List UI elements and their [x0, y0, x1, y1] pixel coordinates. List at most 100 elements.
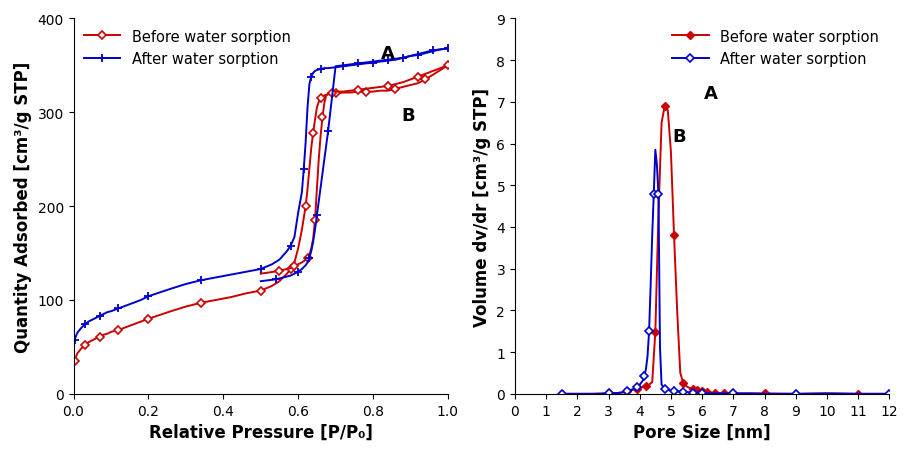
- After water sorption: [72, 330, 83, 336]
- After water sorption: [136, 298, 147, 303]
- Before water sorption: [665, 150, 676, 155]
- Before water sorption: [883, 391, 894, 397]
- Before water sorption: [633, 385, 644, 391]
- After water sorption: [624, 388, 635, 393]
- Before water sorption: [628, 387, 639, 393]
- Before water sorption: [571, 391, 582, 397]
- Before water sorption: [698, 389, 709, 394]
- Before water sorption: [688, 387, 699, 392]
- After water sorption: [711, 391, 722, 396]
- Before water sorption: [69, 359, 80, 364]
- Before water sorption: [677, 381, 688, 386]
- After water sorption: [612, 390, 623, 396]
- After water sorption: [639, 374, 650, 379]
- After water sorption: [571, 391, 582, 397]
- After water sorption: [628, 386, 639, 392]
- Before water sorption: [650, 329, 660, 335]
- Before water sorption: [683, 385, 694, 391]
- Before water sorption: [701, 389, 711, 394]
- Legend: Before water sorption, After water sorption: Before water sorption, After water sorpt…: [77, 24, 296, 72]
- After water sorption: [87, 317, 97, 323]
- Before water sorption: [655, 121, 666, 126]
- After water sorption: [821, 391, 832, 396]
- Before water sorption: [643, 382, 654, 388]
- Before water sorption: [180, 304, 191, 309]
- After water sorption: [641, 354, 652, 359]
- After water sorption: [602, 391, 613, 396]
- Before water sorption: [692, 388, 703, 394]
- After water sorption: [671, 389, 682, 394]
- Before water sorption: [674, 370, 685, 376]
- After water sorption: [322, 66, 333, 72]
- Before water sorption: [789, 391, 800, 397]
- After water sorption: [659, 386, 670, 392]
- X-axis label: Pore Size [nm]: Pore Size [nm]: [632, 423, 770, 441]
- Before water sorption: [618, 389, 629, 395]
- Text: B: B: [401, 106, 415, 125]
- After water sorption: [646, 233, 657, 238]
- Before water sorption: [714, 391, 725, 396]
- After water sorption: [692, 390, 703, 396]
- Before water sorption: [696, 388, 707, 394]
- Before water sorption: [690, 387, 701, 393]
- After water sorption: [640, 366, 650, 372]
- After water sorption: [687, 390, 698, 395]
- Before water sorption: [681, 384, 691, 389]
- Before water sorption: [154, 313, 165, 318]
- After water sorption: [661, 387, 672, 393]
- Before water sorption: [711, 390, 722, 396]
- Before water sorption: [671, 308, 682, 313]
- After water sorption: [702, 391, 713, 396]
- After water sorption: [648, 192, 659, 197]
- After water sorption: [556, 391, 567, 397]
- After water sorption: [442, 46, 453, 52]
- After water sorption: [690, 390, 701, 395]
- Before water sorption: [668, 233, 679, 238]
- Line: After water sorption: After water sorption: [558, 147, 892, 397]
- After water sorption: [668, 388, 679, 394]
- After water sorption: [665, 388, 676, 394]
- Before water sorption: [699, 389, 710, 394]
- Before water sorption: [556, 391, 567, 397]
- Before water sorption: [691, 388, 702, 393]
- Before water sorption: [742, 391, 753, 396]
- After water sorption: [644, 283, 655, 288]
- After water sorption: [758, 391, 769, 397]
- After water sorption: [637, 378, 648, 384]
- Before water sorption: [659, 104, 670, 110]
- Before water sorption: [612, 390, 623, 396]
- Before water sorption: [687, 386, 698, 392]
- Before water sorption: [621, 389, 632, 394]
- Before water sorption: [694, 388, 705, 394]
- After water sorption: [789, 391, 800, 397]
- After water sorption: [852, 391, 863, 397]
- After water sorption: [683, 389, 694, 395]
- After water sorption: [654, 345, 665, 351]
- Legend: Before water sorption, After water sorption: Before water sorption, After water sorpt…: [666, 24, 884, 72]
- Line: Before water sorption: Before water sorption: [558, 104, 892, 397]
- After water sorption: [630, 384, 641, 390]
- Before water sorption: [709, 390, 720, 396]
- After water sorption: [883, 391, 894, 397]
- Before water sorption: [102, 331, 113, 337]
- Before water sorption: [309, 118, 320, 123]
- Before water sorption: [195, 300, 206, 306]
- Text: A: A: [703, 85, 717, 102]
- After water sorption: [587, 391, 598, 397]
- After water sorption: [696, 390, 707, 396]
- Before water sorption: [821, 391, 832, 396]
- Before water sorption: [718, 391, 729, 396]
- Before water sorption: [442, 63, 453, 69]
- After water sorption: [650, 162, 661, 168]
- Before water sorption: [702, 389, 713, 395]
- Before water sorption: [646, 379, 657, 385]
- Before water sorption: [624, 388, 635, 394]
- After water sorption: [633, 382, 644, 388]
- Before water sorption: [852, 391, 863, 397]
- After water sorption: [742, 391, 753, 396]
- Before water sorption: [727, 391, 738, 396]
- Line: After water sorption: After water sorption: [70, 45, 452, 345]
- Before water sorption: [640, 384, 650, 389]
- After water sorption: [643, 329, 654, 334]
- Y-axis label: Quantity Adsorbed [cm³/g STP]: Quantity Adsorbed [cm³/g STP]: [14, 61, 32, 352]
